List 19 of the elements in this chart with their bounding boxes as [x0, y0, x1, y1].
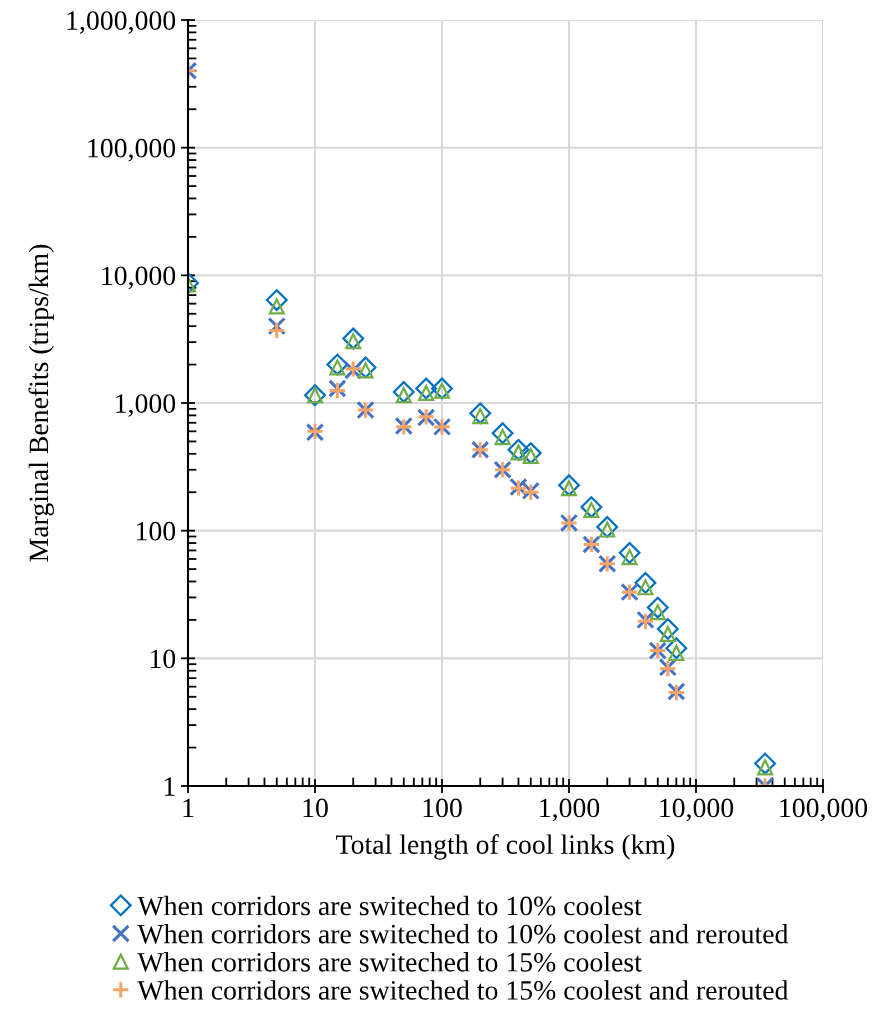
x-tick-label: 100,000 — [780, 798, 868, 822]
y-tick-label: 10 — [150, 649, 176, 669]
x-tick-label: 1,000 — [540, 798, 600, 822]
y-tick-label: 100 — [136, 521, 176, 541]
legend-label: When corridors are switeched to 10% coolest and rerouted — [137, 923, 789, 944]
y-tick-label: 1 — [164, 777, 175, 796]
x-tick-label: 1 — [183, 798, 194, 818]
y-tick-label: 10,000 — [102, 266, 176, 290]
x-tick-label: 10,000 — [660, 798, 734, 822]
y-tick-label: 1,000,000 — [67, 11, 176, 34]
x-axis-title: Total length of cool links (km) — [336, 834, 675, 860]
y-axis-title: Marginal Benefits (trips/km) — [28, 244, 54, 562]
y-tick-label: 100,000 — [88, 138, 176, 162]
legend-label: When corridors are switeched to 15% coolest and rerouted — [137, 980, 789, 1000]
x-tick-label: 100 — [423, 798, 462, 818]
x-tick-label: 10 — [303, 798, 328, 818]
legend-label: When corridors are switeched to 15% coolest — [137, 952, 642, 972]
y-tick-label: 1,000 — [116, 394, 176, 417]
legend-label: When corridors are switeched to 10% coolest — [137, 895, 642, 916]
